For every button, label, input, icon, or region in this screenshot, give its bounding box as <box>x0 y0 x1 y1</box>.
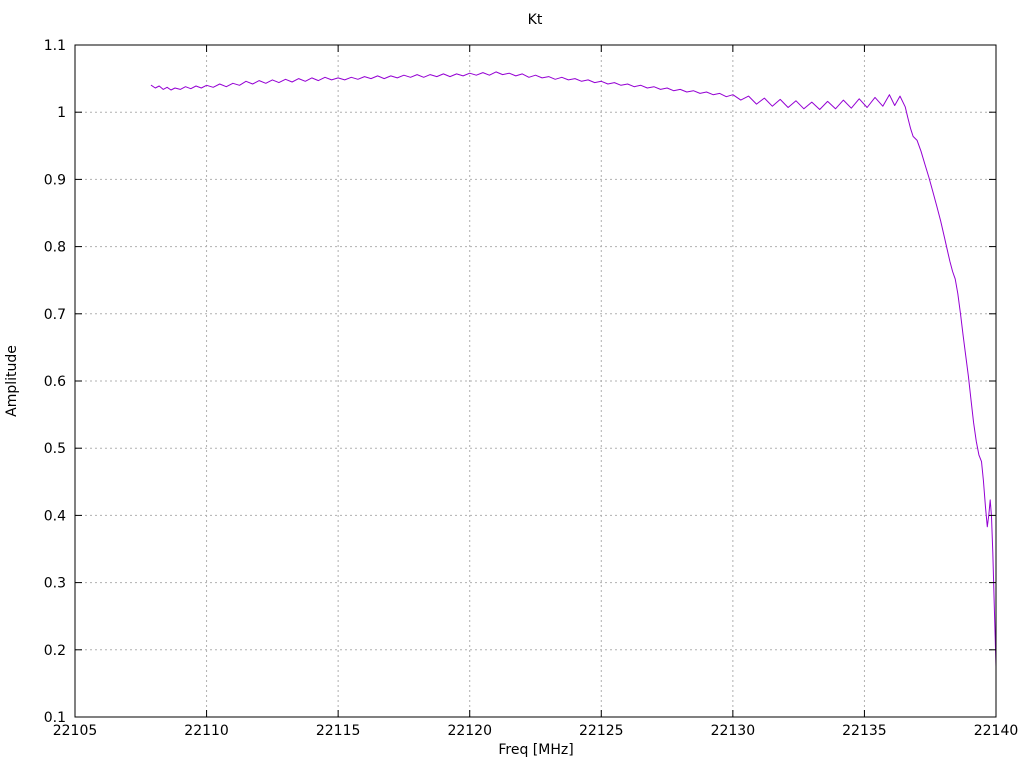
y-tick-label: 1 <box>57 105 66 121</box>
grid-lines <box>75 45 996 717</box>
chart-title: Kt <box>528 12 543 28</box>
y-tick-label: 0.1 <box>44 710 66 726</box>
y-tick-label: 0.5 <box>44 441 66 457</box>
x-tick-label: 22125 <box>579 723 624 739</box>
series-line-kt <box>150 71 997 668</box>
x-tick-labels: 22105 22110 22115 22120 22125 22130 22135 22140 <box>53 723 1019 739</box>
x-axis-label: Freq [MHz] <box>498 742 573 758</box>
y-tick-label: 0.4 <box>44 508 66 524</box>
series-path-kt <box>150 71 997 668</box>
y-tick-label: 0.9 <box>44 172 66 188</box>
y-tick-label: 0.8 <box>44 240 66 256</box>
x-tick-label: 22110 <box>184 723 229 739</box>
x-tick-label: 22140 <box>974 723 1019 739</box>
y-tick-labels: 0.1 0.2 0.3 0.4 0.5 0.6 0.7 0.8 0.9 1 1.1 <box>44 38 66 726</box>
x-tick-label: 22130 <box>711 723 756 739</box>
x-tick-label: 22120 <box>447 723 492 739</box>
x-tick-label: 22115 <box>316 723 361 739</box>
x-tick-label: 22135 <box>842 723 887 739</box>
y-axis-label: Amplitude <box>4 345 20 417</box>
y-tick-label: 0.2 <box>44 643 66 659</box>
y-tick-label: 0.3 <box>44 576 66 592</box>
y-tick-label: 1.1 <box>44 38 66 54</box>
axis-ticks <box>74 44 997 718</box>
y-tick-label: 0.7 <box>44 307 66 323</box>
x-tick-label: 22105 <box>53 723 98 739</box>
y-tick-label: 0.6 <box>44 374 66 390</box>
